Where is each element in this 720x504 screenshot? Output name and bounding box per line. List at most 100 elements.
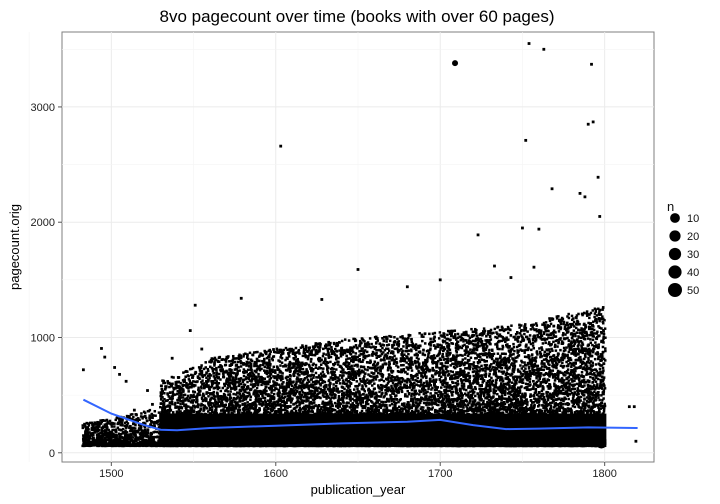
data-point bbox=[251, 372, 255, 375]
data-point bbox=[113, 422, 116, 425]
data-point bbox=[125, 437, 129, 441]
data-point bbox=[118, 437, 122, 440]
data-point bbox=[170, 384, 174, 387]
data-point bbox=[209, 365, 212, 369]
data-point bbox=[221, 408, 224, 412]
data-point bbox=[229, 396, 233, 400]
data-point bbox=[107, 435, 111, 439]
data-point bbox=[125, 424, 129, 428]
data-point bbox=[252, 383, 255, 386]
data-point bbox=[176, 401, 180, 404]
data-point bbox=[168, 396, 172, 400]
data-point bbox=[198, 409, 202, 413]
data-point bbox=[188, 396, 192, 400]
data-point bbox=[133, 430, 137, 433]
data-point bbox=[162, 381, 165, 385]
data-point bbox=[261, 363, 265, 367]
data-point bbox=[103, 423, 107, 426]
data-point bbox=[100, 444, 104, 447]
data-point bbox=[268, 360, 271, 364]
data-point bbox=[175, 392, 179, 396]
data-point bbox=[263, 357, 266, 361]
data-point bbox=[143, 411, 147, 415]
data-point bbox=[172, 393, 175, 396]
data-point bbox=[214, 410, 218, 414]
data-point bbox=[280, 361, 284, 364]
data-point bbox=[278, 360, 282, 363]
data-point bbox=[234, 375, 238, 379]
data-point bbox=[147, 435, 150, 439]
data-point bbox=[217, 365, 221, 369]
data-point bbox=[235, 405, 238, 408]
data-point bbox=[240, 361, 243, 364]
data-point bbox=[228, 368, 232, 371]
data-point bbox=[87, 422, 90, 426]
data-point bbox=[279, 356, 282, 359]
data-point bbox=[292, 366, 295, 369]
data-point bbox=[260, 400, 263, 403]
data-point bbox=[271, 405, 274, 409]
data-point bbox=[209, 374, 213, 377]
data-point bbox=[237, 354, 241, 358]
data-point bbox=[205, 376, 208, 380]
data-point bbox=[231, 400, 234, 404]
data-point bbox=[162, 404, 166, 407]
data-point bbox=[246, 404, 250, 407]
data-point bbox=[236, 365, 240, 369]
data-point bbox=[90, 421, 94, 425]
data-point bbox=[234, 393, 238, 396]
data-point bbox=[215, 405, 218, 408]
data-point bbox=[129, 439, 133, 442]
data-point bbox=[223, 404, 227, 407]
data-point bbox=[242, 411, 246, 415]
data-point bbox=[294, 369, 298, 372]
data-point bbox=[91, 428, 95, 431]
data-point bbox=[226, 390, 230, 393]
data-point bbox=[146, 431, 150, 434]
data-point bbox=[209, 399, 212, 402]
data-point bbox=[265, 389, 268, 393]
data-point bbox=[287, 385, 291, 389]
data-point bbox=[96, 427, 99, 431]
data-point bbox=[246, 380, 249, 384]
data-point bbox=[82, 442, 86, 446]
data-point bbox=[208, 406, 212, 410]
data-point bbox=[263, 349, 266, 353]
data-point bbox=[292, 348, 295, 352]
data-point bbox=[262, 359, 266, 363]
data-point bbox=[131, 443, 135, 447]
data-point bbox=[249, 368, 252, 371]
data-point bbox=[221, 396, 224, 399]
data-point bbox=[225, 369, 228, 373]
data-point bbox=[264, 380, 267, 384]
data-point bbox=[140, 429, 144, 432]
data-point bbox=[252, 377, 255, 381]
data-point bbox=[157, 435, 160, 439]
data-point bbox=[284, 346, 288, 350]
data-point bbox=[254, 375, 258, 378]
data-point bbox=[199, 366, 203, 369]
data-point bbox=[185, 398, 189, 401]
data-point bbox=[257, 400, 260, 404]
data-point bbox=[287, 382, 290, 386]
data-point bbox=[149, 442, 153, 445]
data-point bbox=[282, 392, 286, 395]
data-point bbox=[131, 413, 134, 416]
data-point bbox=[121, 436, 125, 440]
data-point bbox=[277, 368, 281, 371]
data-point bbox=[228, 398, 231, 401]
data-point bbox=[217, 398, 220, 401]
data-point bbox=[86, 426, 90, 429]
data-point bbox=[229, 378, 232, 381]
data-point bbox=[229, 373, 233, 376]
data-point bbox=[202, 384, 206, 388]
data-point bbox=[216, 392, 219, 395]
data-point bbox=[169, 382, 172, 386]
data-point bbox=[120, 428, 123, 432]
data-point bbox=[277, 390, 281, 393]
data-point bbox=[250, 387, 253, 391]
data-point bbox=[236, 372, 239, 375]
data-point bbox=[188, 409, 191, 413]
data-point bbox=[121, 427, 125, 431]
data-point bbox=[185, 405, 188, 408]
